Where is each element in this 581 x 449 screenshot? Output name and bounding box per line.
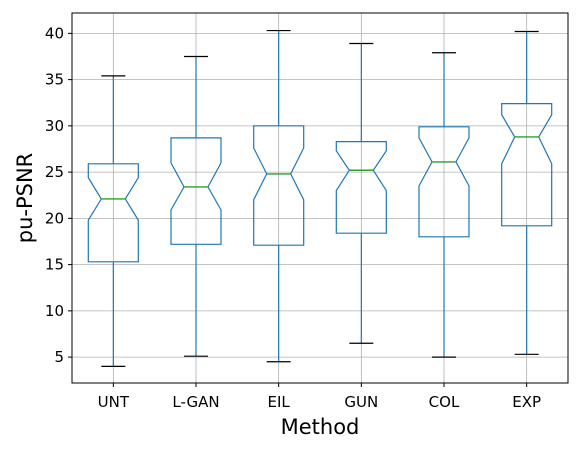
notched-box — [335, 141, 387, 234]
y-tick-label: 30 — [45, 117, 64, 135]
x-tick-label: UNT — [98, 393, 130, 411]
notched-box — [87, 163, 139, 263]
y-tick-label: 10 — [45, 302, 64, 320]
y-tick-label: 40 — [45, 24, 64, 42]
y-tick-label: 20 — [45, 209, 64, 227]
x-axis-label: Method — [281, 415, 360, 439]
box-series — [87, 29, 553, 367]
x-tick-label: COL — [429, 393, 460, 411]
y-tick-label: 35 — [45, 71, 64, 89]
plot-frame — [71, 12, 569, 384]
y-tick-label: 5 — [54, 348, 64, 366]
x-tick-label: L-GAN — [172, 393, 219, 411]
y-tick-label: 15 — [45, 256, 64, 274]
x-tick-label: EXP — [512, 393, 541, 411]
notched-box — [170, 137, 222, 245]
notched-box — [418, 126, 470, 238]
grid-lines — [72, 13, 568, 383]
x-tick-label: GUN — [344, 393, 378, 411]
axes: 5 10 15 20 25 30 35 40 UNT L-GAN EIL GUN COL EXP — [45, 24, 541, 411]
y-tick-label: 25 — [45, 163, 64, 181]
x-tick-label: EIL — [268, 393, 291, 411]
notched-box — [501, 102, 553, 227]
y-axis-label: pu-PSNR — [13, 153, 37, 244]
notched-box — [253, 125, 305, 246]
